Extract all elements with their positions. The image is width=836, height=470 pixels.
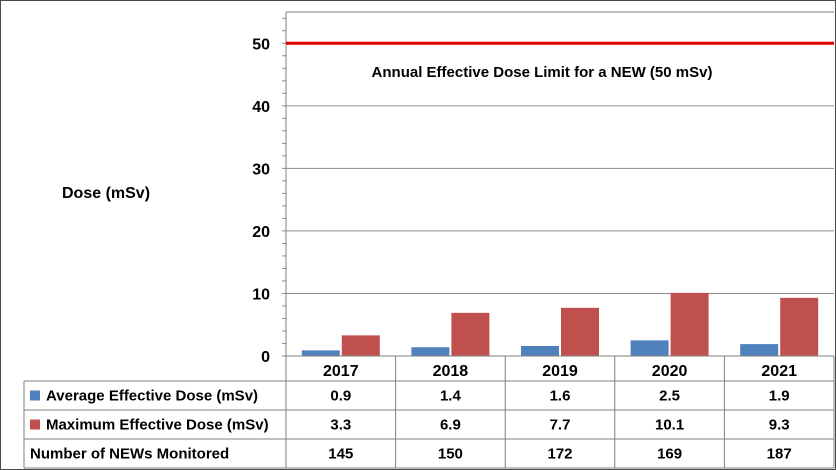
table-cell: 150 <box>438 446 463 463</box>
y-tick-label: 0 <box>261 349 270 366</box>
data-table: 2017 2018 2019 2020 2021 Average Effective Do… <box>23 355 835 469</box>
table-cell: 10.1 <box>655 417 684 434</box>
table-cell: 3.3 <box>330 417 351 434</box>
bars <box>301 292 819 356</box>
table-cell: 6.9 <box>440 417 461 434</box>
y-axis-label: Dose (mSv) <box>62 185 150 202</box>
bar-average-2021 <box>740 344 779 356</box>
y-tick-label: 10 <box>252 286 270 303</box>
x-tick-label: 2021 <box>761 363 797 380</box>
table-cell: 187 <box>767 446 792 463</box>
table-row-label: Maximum Effective Dose (mSv) <box>46 417 269 434</box>
x-tick-label: 2017 <box>323 363 359 380</box>
table-cell: 1.4 <box>440 388 462 405</box>
y-tick-label: 50 <box>252 36 270 53</box>
bar-maximum-2018 <box>451 312 490 356</box>
table-row-label: Number of NEWs Monitored <box>30 446 229 463</box>
table-row-label: Average Effective Dose (mSv) <box>46 388 258 405</box>
x-tick-label: 2018 <box>433 363 469 380</box>
bar-average-2017 <box>301 350 340 356</box>
bar-maximum-2019 <box>561 307 599 356</box>
table-cell: 0.9 <box>330 388 351 405</box>
y-tick-label: 30 <box>252 161 270 178</box>
table-cell: 169 <box>657 446 682 463</box>
table-cell: 1.9 <box>769 388 790 405</box>
bar-maximum-2017 <box>341 335 380 356</box>
bar-average-2019 <box>521 345 559 356</box>
x-tick-label: 2020 <box>652 363 688 380</box>
bar-maximum-2021 <box>780 297 819 356</box>
bar-average-2020 <box>630 340 669 356</box>
x-tick-label: 2019 <box>542 363 578 380</box>
axes: 0 10 20 30 40 50 <box>252 11 834 468</box>
table-cell: 2.5 <box>659 388 680 405</box>
table-cell: 1.6 <box>550 388 571 405</box>
table-cell: 145 <box>328 446 353 463</box>
table-cell: 7.7 <box>550 417 571 434</box>
dose-limit-annotation: Annual Effective Dose Limit for a NEW (5… <box>372 64 713 81</box>
y-tick-label: 40 <box>252 99 270 116</box>
legend-marker <box>30 419 40 430</box>
bar-maximum-2020 <box>670 292 709 356</box>
y-tick-label: 20 <box>252 224 270 241</box>
bar-average-2018 <box>411 347 450 356</box>
legend-marker <box>30 390 40 401</box>
table-cell: 172 <box>547 446 572 463</box>
table-cell: 9.3 <box>769 417 790 434</box>
